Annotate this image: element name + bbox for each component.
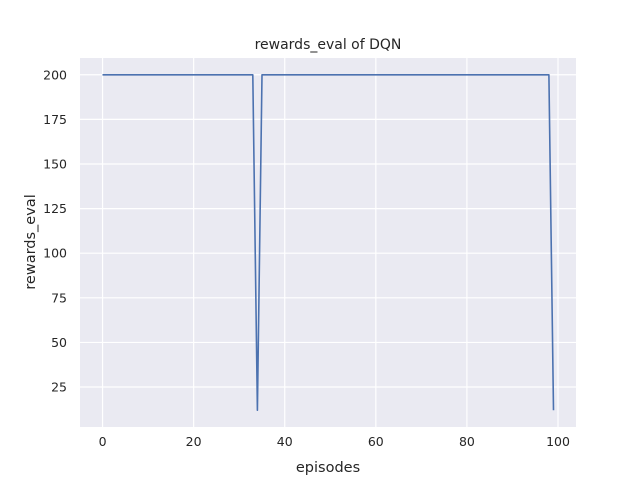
series-line <box>102 74 555 412</box>
tick-labels: 0 20 40 60 80 100 25 50 75 100 125 150 175 200 <box>43 67 570 449</box>
x-tick-label: 80 <box>459 434 475 449</box>
y-tick-label: 200 <box>43 67 67 82</box>
y-tick-label: 25 <box>51 380 67 395</box>
y-tick-label: 175 <box>43 112 67 127</box>
plot-area <box>80 58 576 427</box>
y-tick-label: 75 <box>51 290 67 305</box>
x-tick-label: 20 <box>186 434 202 449</box>
y-tick-label: 50 <box>51 335 67 350</box>
y-tick-label: 100 <box>43 246 67 261</box>
y-tick-label: 125 <box>43 201 67 216</box>
chart-title: rewards_eval of DQN <box>255 37 402 53</box>
x-tick-label: 0 <box>99 434 107 449</box>
x-tick-label: 60 <box>368 434 384 449</box>
y-axis-label: rewards_eval <box>23 194 39 289</box>
x-tick-label: 100 <box>546 434 570 449</box>
x-tick-label: 40 <box>277 434 293 449</box>
series-lines <box>102 74 555 412</box>
x-axis-label: episodes <box>296 460 360 476</box>
y-tick-label: 150 <box>43 156 67 171</box>
